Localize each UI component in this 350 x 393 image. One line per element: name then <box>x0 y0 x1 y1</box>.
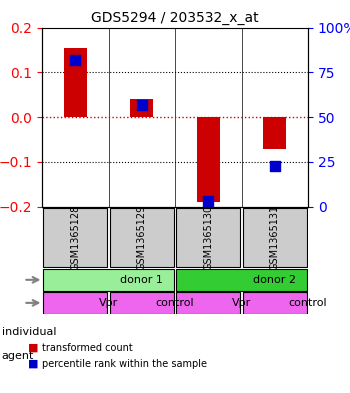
FancyBboxPatch shape <box>110 292 174 314</box>
Text: Vpr: Vpr <box>99 298 118 308</box>
FancyBboxPatch shape <box>176 269 307 291</box>
Text: percentile rank within the sample: percentile rank within the sample <box>42 358 207 369</box>
Point <box>205 198 211 205</box>
Title: GDS5294 / 203532_x_at: GDS5294 / 203532_x_at <box>91 11 259 25</box>
Point <box>72 57 78 63</box>
Text: ■: ■ <box>28 343 38 353</box>
Text: donor 2: donor 2 <box>253 275 296 285</box>
Text: individual: individual <box>2 327 56 337</box>
FancyBboxPatch shape <box>110 208 174 267</box>
Bar <box>64 48 87 117</box>
Bar <box>263 117 286 149</box>
Point <box>139 101 145 108</box>
FancyBboxPatch shape <box>176 208 240 267</box>
Text: donor 1: donor 1 <box>120 275 163 285</box>
FancyBboxPatch shape <box>43 269 174 291</box>
FancyBboxPatch shape <box>176 292 240 314</box>
Text: Vpr: Vpr <box>232 298 251 308</box>
Text: transformed count: transformed count <box>42 343 133 353</box>
Bar <box>130 99 153 117</box>
Text: GSM1365131: GSM1365131 <box>270 205 280 270</box>
Text: GSM1365130: GSM1365130 <box>203 205 213 270</box>
FancyBboxPatch shape <box>243 292 307 314</box>
Text: GSM1365128: GSM1365128 <box>70 205 80 270</box>
FancyBboxPatch shape <box>43 208 107 267</box>
Text: control: control <box>289 298 327 308</box>
Point <box>272 162 278 169</box>
Text: GSM1365129: GSM1365129 <box>137 205 147 270</box>
Bar <box>197 117 220 202</box>
FancyBboxPatch shape <box>243 208 307 267</box>
Text: control: control <box>156 298 194 308</box>
Text: ■: ■ <box>28 358 38 369</box>
Text: agent: agent <box>2 351 34 361</box>
FancyBboxPatch shape <box>43 292 107 314</box>
